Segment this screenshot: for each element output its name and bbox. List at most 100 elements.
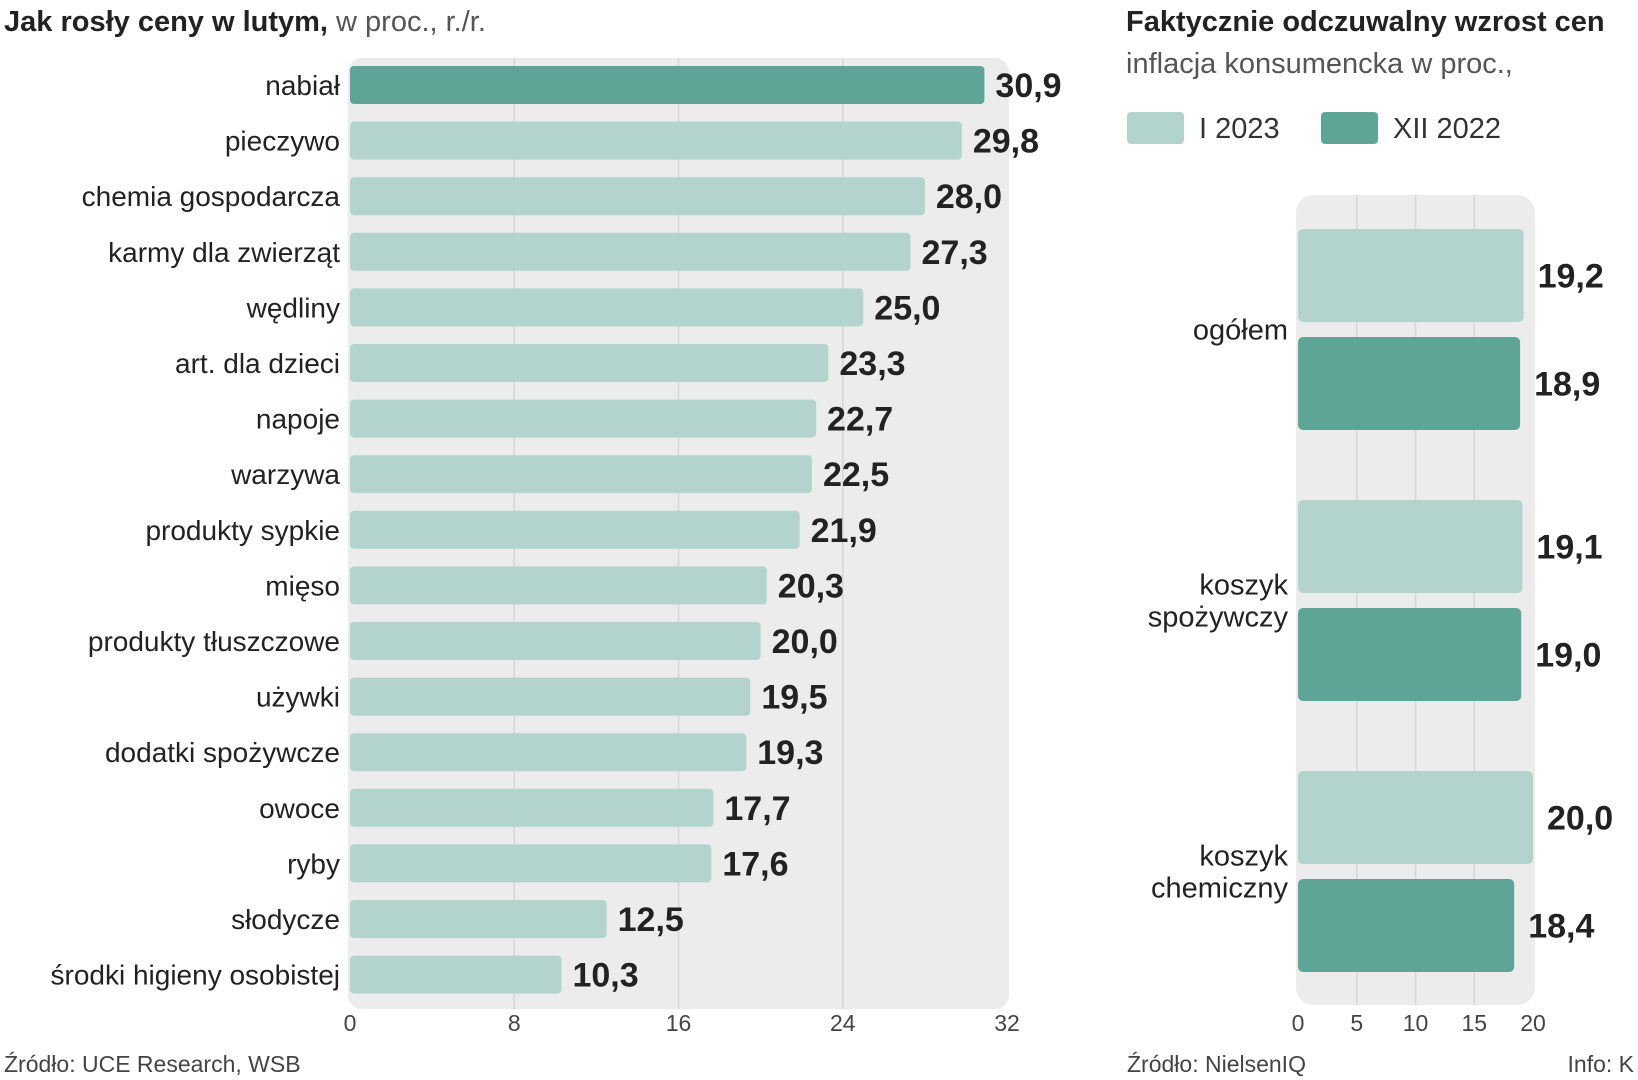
x-tick-label: 15 <box>1461 1010 1487 1036</box>
bar-art-dla-dzieci <box>350 344 829 382</box>
x-tick-label: 16 <box>666 1010 692 1036</box>
legend: I 2023 XII 2022 <box>1127 112 1501 145</box>
bar-koszyk-spozywczy-i-2023 <box>1298 500 1523 593</box>
category-label: art. dla dzieci <box>175 348 340 379</box>
value-label: 19,3 <box>757 734 823 772</box>
left-bars <box>350 66 985 994</box>
bar-nabial <box>350 66 985 104</box>
category-label: ogółem <box>1193 315 1288 347</box>
value-label: 20,0 <box>772 623 838 661</box>
category-label: owoce <box>259 793 340 824</box>
legend-label-xii-2022: XII 2022 <box>1393 113 1501 145</box>
bar-napoje <box>350 399 817 438</box>
category-label: chemia gospodarcza <box>82 181 341 212</box>
bar-koszyk-spozywczy-xii-2022 <box>1298 608 1522 701</box>
value-label: 28,0 <box>936 178 1002 216</box>
bar-slodycze <box>350 900 607 938</box>
value-label: 17,6 <box>722 845 788 883</box>
category-label: produkty tłuszczowe <box>88 626 340 657</box>
category-label: ryby <box>287 848 340 879</box>
value-label: 10,3 <box>572 957 638 995</box>
left-source: Źródło: UCE Research, WSB <box>4 1051 301 1077</box>
legend-swatch-i-2023 <box>1127 112 1184 144</box>
bar-wedliny <box>350 288 864 327</box>
value-label: 20,3 <box>778 567 844 605</box>
bar-mieso <box>350 566 767 605</box>
left-x-axis-ticks: 0 8 16 24 32 <box>344 1010 1020 1036</box>
right-chart-title: Faktycznie odczuwalny wzrost cen <box>1126 6 1605 38</box>
right-source: Źródło: NielsenIQ <box>1127 1051 1306 1077</box>
bar-ryby <box>350 844 712 883</box>
legend-label-i-2023: I 2023 <box>1199 113 1280 145</box>
right-value-labels: 19,2 18,9 19,1 19,0 20,0 18,4 <box>1528 258 1613 946</box>
value-label: 19,5 <box>761 679 827 717</box>
value-label: 23,3 <box>839 345 905 383</box>
bar-chemia-gospodarcza <box>350 177 925 216</box>
category-label: koszyk <box>1199 570 1288 602</box>
category-label: używki <box>256 682 340 713</box>
x-tick-label: 24 <box>830 1010 856 1036</box>
bar-karmy-dla-zwierzat <box>350 232 911 271</box>
legend-swatch-xii-2022 <box>1321 112 1378 144</box>
category-label: chemiczny <box>1151 873 1288 905</box>
category-label: słodycze <box>231 904 340 935</box>
x-tick-label: 10 <box>1403 1010 1429 1036</box>
value-label: 20,0 <box>1547 800 1613 838</box>
left-value-labels: 30,9 29,8 28,0 27,3 25,0 23,3 22,7 22,5 21,9 20,3… <box>572 67 1061 995</box>
category-label: dodatki spożywcze <box>105 737 340 768</box>
bar-ogolem-xii-2022 <box>1298 337 1521 430</box>
value-label: 12,5 <box>618 901 684 939</box>
category-label: wędliny <box>246 292 340 323</box>
left-title-bold: Jak rosły ceny w lutym, <box>4 6 328 38</box>
bar-produkty-tluszczowe <box>350 622 761 660</box>
left-category-labels: nabiał pieczywo chemia gospodarcza karmy dl… <box>51 70 341 991</box>
value-label: 22,5 <box>823 456 889 494</box>
category-label: warzywa <box>230 459 340 490</box>
category-label: mięso <box>265 570 340 601</box>
value-label: 18,9 <box>1534 366 1600 404</box>
category-label: produkty sypkie <box>145 515 340 546</box>
bar-pieczywo <box>350 121 962 160</box>
value-label: 17,7 <box>724 790 790 828</box>
category-label: spożywczy <box>1148 602 1289 634</box>
category-label: pieczywo <box>225 126 340 157</box>
right-chart-subtitle: inflacja konsumencka w proc., <box>1126 48 1513 80</box>
bar-srodki-higieny-osobistej <box>350 955 562 994</box>
value-label: 19,0 <box>1535 637 1601 675</box>
right-bars <box>1298 229 1533 972</box>
bar-warzywa <box>350 455 812 494</box>
bar-produkty-sypkie <box>350 510 800 549</box>
left-title-rest: w proc., r./r. <box>328 6 486 38</box>
info-credit: Info: K <box>1568 1051 1635 1077</box>
bar-koszyk-chemiczny-xii-2022 <box>1298 879 1515 972</box>
value-label: 27,3 <box>922 234 988 272</box>
value-label: 22,7 <box>827 401 893 439</box>
bar-ogolem-i-2023 <box>1298 229 1524 322</box>
left-chart-title: Jak rosły ceny w lutym, w proc., r./r. <box>4 6 486 38</box>
bar-uzywki <box>350 677 751 716</box>
value-label: 21,9 <box>811 512 877 550</box>
x-tick-label: 20 <box>1520 1010 1546 1036</box>
value-label: 29,8 <box>973 123 1039 161</box>
x-tick-label: 0 <box>344 1010 357 1036</box>
right-x-axis-ticks: 0 5 10 15 20 <box>1292 1010 1546 1036</box>
bar-owoce <box>350 788 714 827</box>
value-label: 19,1 <box>1536 529 1602 567</box>
x-tick-label: 32 <box>994 1010 1020 1036</box>
category-label: nabiał <box>265 70 341 101</box>
value-label: 18,4 <box>1528 908 1594 946</box>
category-label: koszyk <box>1199 841 1288 873</box>
value-label: 30,9 <box>995 67 1061 105</box>
x-tick-label: 5 <box>1350 1010 1363 1036</box>
category-label: napoje <box>256 404 340 435</box>
x-tick-label: 8 <box>508 1010 521 1036</box>
category-label: środki higieny osobistej <box>51 960 341 991</box>
value-label: 19,2 <box>1538 258 1604 296</box>
bar-dodatki-spozywcze <box>350 733 747 772</box>
bar-koszyk-chemiczny-i-2023 <box>1298 771 1533 864</box>
x-tick-label: 0 <box>1292 1010 1305 1036</box>
category-label: karmy dla zwierząt <box>108 237 340 268</box>
right-gridlines <box>1356 195 1475 1005</box>
